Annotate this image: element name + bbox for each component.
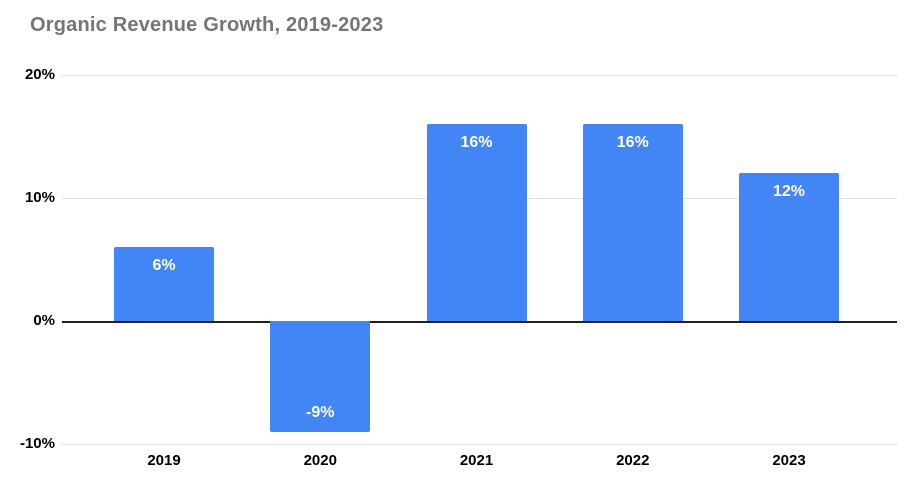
gridline--10% [62, 443, 897, 445]
bar-2021[interactable]: 16% [426, 124, 527, 321]
bar-value-label: 6% [152, 257, 176, 275]
bar-value-label: -9% [306, 403, 335, 421]
y-tick-label-10%: 10% [24, 189, 55, 206]
x-tick-label-2019: 2019 [147, 452, 181, 469]
bar-2019[interactable]: 6% [114, 247, 214, 321]
bar-value-label: 12% [772, 183, 806, 201]
bar-value-label: 16% [460, 134, 493, 152]
x-tick-label-2022: 2022 [616, 452, 650, 469]
plot-area: 6% -9% 16% 16% 12% [62, 74, 897, 445]
bar-2023[interactable]: 12% [739, 173, 839, 321]
y-tick-label-20%: 20% [24, 66, 55, 83]
y-tick-label--10%: -10% [19, 435, 55, 452]
zero-axis-line [62, 321, 897, 323]
gridline-20% [62, 74, 897, 76]
chart-title: Organic Revenue Growth, 2019-2023 [30, 14, 384, 36]
y-tick-label-0%: 0% [33, 312, 55, 329]
x-tick-label-2023: 2023 [772, 452, 806, 469]
bar-value-label: 16% [616, 134, 649, 152]
bar-2020[interactable]: -9% [270, 321, 371, 432]
x-tick-label-2020: 2020 [303, 452, 337, 469]
x-tick-label-2021: 2021 [459, 452, 494, 469]
bar-2022[interactable]: 16% [582, 124, 683, 321]
